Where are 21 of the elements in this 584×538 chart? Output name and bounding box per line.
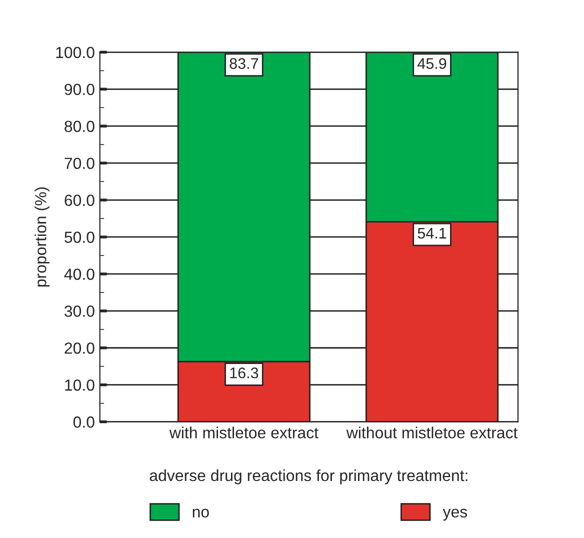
y-tick-label: 70.0	[64, 158, 94, 170]
y-tick-label: 50.0	[64, 232, 94, 243]
y-tick-label: 30.0	[64, 306, 94, 317]
data-label: 83.7	[230, 58, 258, 69]
y-tick-label: 80.0	[64, 120, 94, 132]
y-tick-label: 10.0	[65, 379, 94, 391]
legend-title: adverse drug reactions for primary treatment:	[150, 469, 468, 484]
y-tick-label: 90.0	[64, 84, 94, 96]
legend-label: no	[192, 508, 209, 518]
x-tick-label: without mistletoe extract	[346, 426, 518, 438]
y-tick-label: 60.0	[64, 194, 94, 206]
y-axis-title: proportion (%)	[34, 187, 50, 287]
y-tick-label: 0.0	[73, 416, 94, 428]
data-label: 45.9	[418, 58, 446, 69]
legend-label: yes	[442, 508, 468, 521]
data-label: 16.3	[230, 367, 258, 378]
x-tick-label: with mistletoe extract	[169, 426, 318, 438]
y-tick-label: 40.0	[64, 268, 94, 280]
y-tick-label: 100.0	[56, 46, 94, 58]
data-label: 54.1	[418, 228, 446, 239]
y-tick-label: 20.0	[64, 342, 94, 354]
